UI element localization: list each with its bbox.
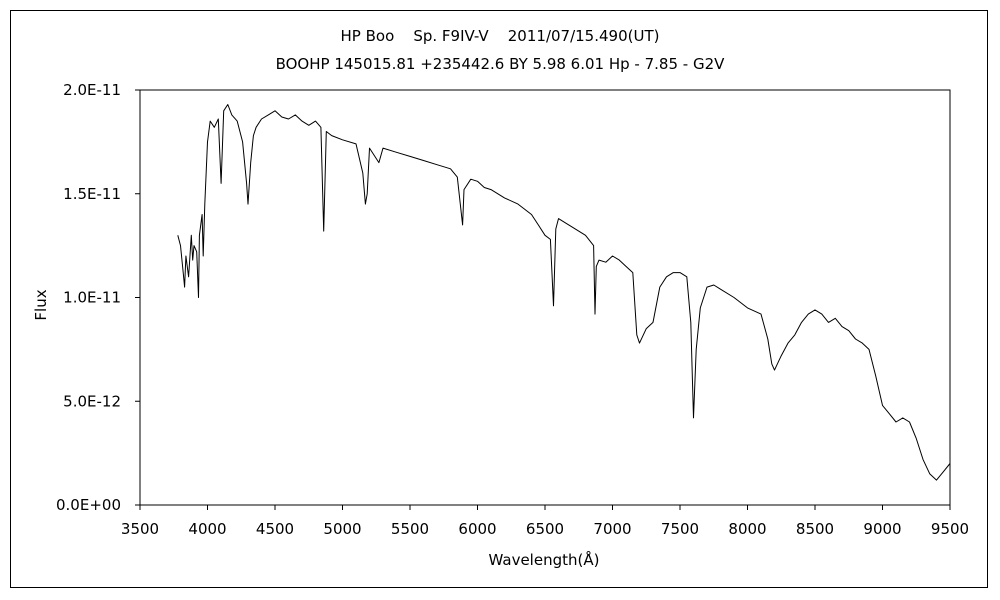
x-tick-label: 7000 (593, 520, 631, 538)
x-tick-label: 6000 (458, 520, 496, 538)
x-tick-label: 7500 (661, 520, 699, 538)
chart-subtitle: BOOHP 145015.81 +235442.6 BY 5.98 6.01 H… (275, 55, 725, 73)
spectrum-line (177, 104, 951, 481)
y-axis-label: Flux (32, 289, 50, 320)
x-tick-label: 5000 (323, 520, 361, 538)
x-tick-label: 5500 (391, 520, 429, 538)
x-tick-label: 6500 (526, 520, 564, 538)
plot-area (139, 89, 951, 506)
chart-title: HP Boo Sp. F9IV-V 2011/07/15.490(UT) (340, 27, 660, 45)
x-tick-label: 8500 (796, 520, 834, 538)
x-axis-label: Wavelength(Å) (489, 550, 600, 569)
y-tick-label: 2.0E-11 (63, 81, 121, 99)
x-tick-label: 4500 (256, 520, 294, 538)
x-tick-label: 9000 (863, 520, 901, 538)
y-tick-label: 5.0E-12 (63, 392, 121, 410)
x-tick-label: 8000 (728, 520, 766, 538)
x-tick-label: 9500 (931, 520, 969, 538)
series-layer (177, 104, 951, 481)
y-tick-label: 0.0E+00 (56, 496, 121, 514)
y-tick-label: 1.5E-11 (63, 185, 121, 203)
y-tick-label: 1.0E-11 (63, 289, 121, 307)
x-tick-label: 3500 (121, 520, 159, 538)
x-tick-label: 4000 (188, 520, 226, 538)
axes (139, 89, 951, 506)
y-axis-ticks: 0.0E+00 5.0E-12 1.0E-11 1.5E-11 2.0E-11 (56, 81, 140, 514)
x-axis-ticks: 3500 4000 4500 5000 5500 6000 6500 7000 7500 8000… (121, 505, 969, 538)
chart-frame (10, 10, 988, 588)
